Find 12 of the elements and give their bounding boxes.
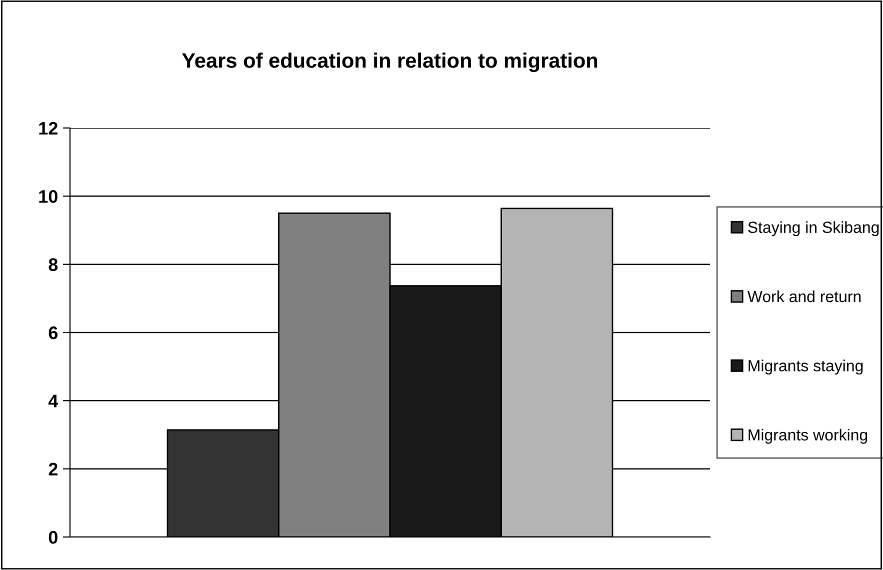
- y-tick-label: 0: [48, 530, 58, 544]
- y-tick-label: 6: [48, 326, 58, 340]
- legend-label: Migrants working: [748, 428, 868, 444]
- legend-label: Work and return: [747, 290, 861, 302]
- y-tick-label: 8: [48, 258, 58, 272]
- legend-label: Staying in Skibang: [748, 221, 879, 236]
- y-tick-label: 4: [48, 394, 58, 408]
- y-tick-label: 2: [48, 462, 58, 476]
- y-tick-label: 10: [39, 190, 58, 203]
- legend-label: Migrants staying: [748, 360, 863, 375]
- chart-title: Years of education in relation to migration: [182, 52, 598, 72]
- y-tick-label: 12: [39, 122, 58, 135]
